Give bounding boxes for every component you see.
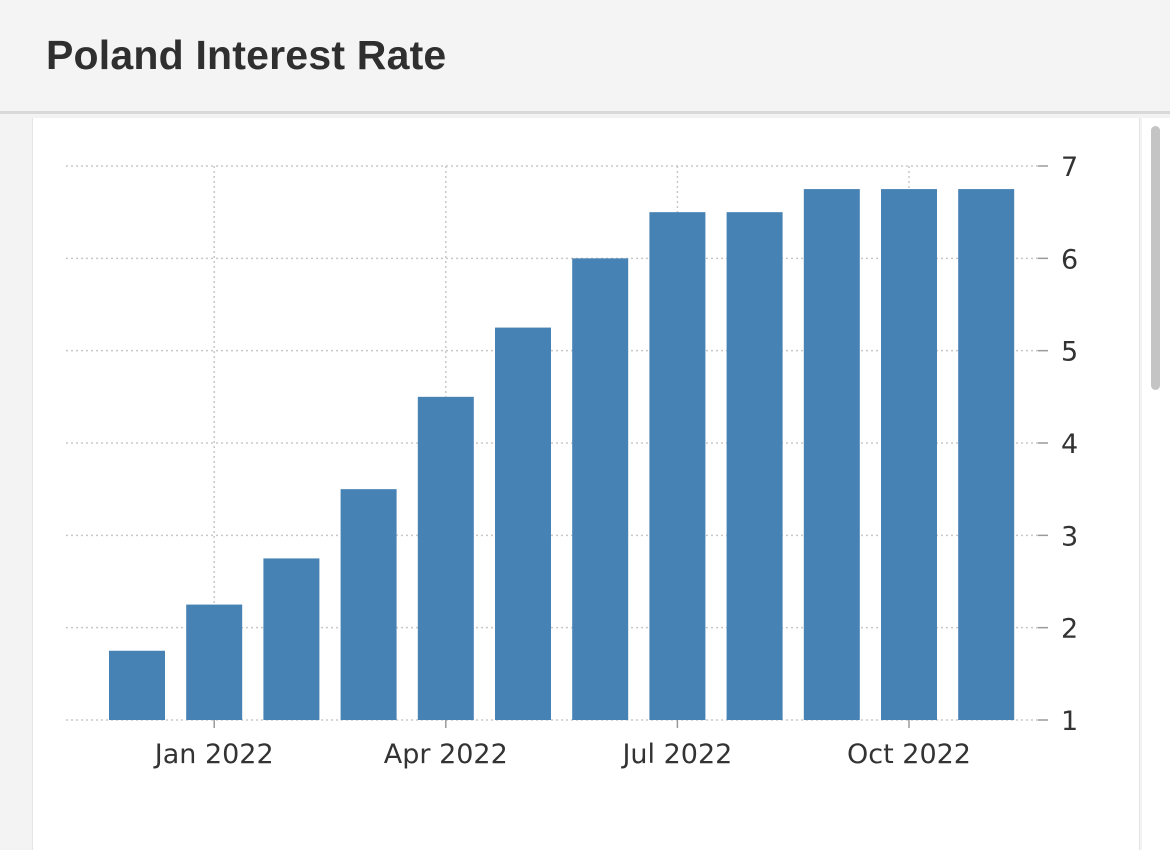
bar-2022-01: [186, 604, 243, 720]
y-axis-ticks: 1 2 3 4 5 6 7: [1038, 152, 1078, 737]
x-tick-label: Jul 2022: [620, 739, 732, 770]
chart-bars: [109, 189, 1015, 721]
x-axis-ticks: Jan 2022 Apr 2022 Jul 2022 Oct 2022: [153, 720, 971, 770]
bar-2022-09: [803, 189, 860, 721]
x-tick-label: Apr 2022: [384, 739, 508, 770]
bar-2022-10: [881, 189, 937, 721]
bar-2022-03: [340, 489, 397, 720]
page-title: Poland Interest Rate: [46, 32, 447, 78]
bar-2022-04: [417, 396, 474, 720]
y-tick-label: 1: [1061, 706, 1078, 737]
y-tick-label: 6: [1061, 244, 1078, 275]
bar-2022-07: [649, 212, 706, 720]
header: Poland Interest Rate: [0, 0, 1170, 114]
bar-2022-11: [958, 189, 1015, 721]
y-tick-label: 5: [1061, 337, 1078, 368]
bar-2022-06: [572, 258, 629, 720]
y-tick-label: 7: [1061, 152, 1078, 183]
scrollbar-thumb[interactable]: [1151, 126, 1160, 390]
x-tick-label: Oct 2022: [847, 739, 971, 770]
bar-2021-12: [109, 650, 165, 720]
bar-2022-05: [495, 327, 551, 720]
y-tick-label: 2: [1061, 614, 1078, 645]
y-tick-label: 3: [1061, 521, 1078, 552]
vertical-scrollbar[interactable]: [1142, 118, 1170, 850]
bar-2022-02: [263, 558, 320, 720]
bar-2022-08: [726, 212, 783, 720]
y-tick-label: 4: [1061, 429, 1078, 460]
x-tick-label: Jan 2022: [153, 739, 274, 770]
